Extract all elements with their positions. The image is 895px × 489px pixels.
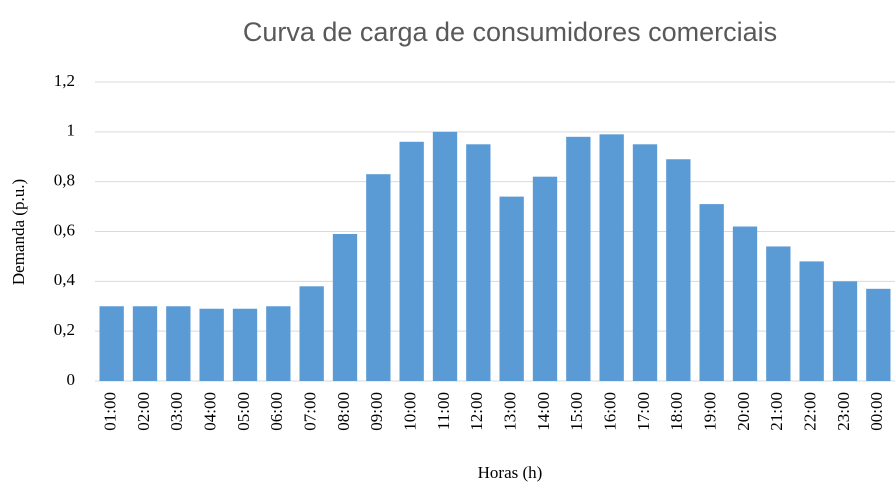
x-tick-label: 22:00 [801, 392, 820, 431]
bar [199, 308, 224, 381]
x-tick-label: 01:00 [101, 392, 120, 431]
bar [666, 159, 691, 381]
x-tick-label: 00:00 [867, 392, 886, 431]
y-tick-label: 0,2 [54, 320, 75, 339]
x-tick-label: 23:00 [834, 392, 853, 431]
bar [866, 288, 891, 381]
bar [632, 144, 658, 381]
x-tick-label: 11:00 [434, 392, 453, 430]
x-tick-label: 19:00 [701, 392, 720, 431]
x-tick-label: 15:00 [567, 392, 586, 431]
bar [699, 204, 724, 381]
bar [232, 308, 258, 381]
bar [132, 306, 158, 381]
bar [799, 261, 824, 381]
y-axis-label: Demanda (p.u.) [9, 179, 28, 285]
y-tick-label: 0 [67, 370, 76, 389]
x-tick-label: 04:00 [201, 392, 220, 431]
bar [566, 136, 591, 381]
y-tick-label: 1 [67, 121, 76, 140]
x-tick-label: 18:00 [667, 392, 686, 431]
chart-title: Curva de carga de consumidores comerciai… [243, 17, 777, 47]
bar [432, 131, 458, 381]
bar [532, 176, 558, 381]
x-tick-label: 14:00 [534, 392, 553, 431]
y-tick-label: 0,6 [54, 220, 75, 239]
x-tick-label: 06:00 [267, 392, 286, 431]
x-tick-label: 10:00 [401, 392, 420, 431]
x-tick-label: 13:00 [501, 392, 520, 431]
bar [366, 174, 391, 381]
x-tick-label: 08:00 [334, 392, 353, 431]
y-tick-label: 1,2 [54, 71, 75, 90]
bar [399, 141, 424, 381]
bar [499, 196, 524, 381]
bar [766, 246, 791, 381]
y-tick-label: 0,8 [54, 171, 75, 190]
bar [732, 226, 758, 381]
x-tick-label: 09:00 [367, 392, 386, 431]
x-tick-label: 05:00 [234, 392, 253, 431]
bar [332, 233, 358, 381]
x-tick-label: 17:00 [634, 392, 653, 431]
bar [299, 286, 324, 381]
x-tick-label: 20:00 [734, 392, 753, 431]
x-axis-label: Horas (h) [478, 463, 543, 482]
x-tick-label: 12:00 [467, 392, 486, 431]
y-tick-label: 0,4 [54, 270, 76, 289]
x-tick-label: 07:00 [301, 392, 320, 431]
x-tick-label: 03:00 [167, 392, 186, 431]
bar [599, 134, 624, 381]
x-tick-label: 16:00 [601, 392, 620, 431]
bar [166, 306, 191, 381]
bar [266, 306, 291, 381]
x-tick-label: 21:00 [767, 392, 786, 431]
x-tick-label: 02:00 [134, 392, 153, 431]
bar [99, 306, 124, 381]
bar [466, 144, 491, 381]
bar [832, 281, 858, 381]
